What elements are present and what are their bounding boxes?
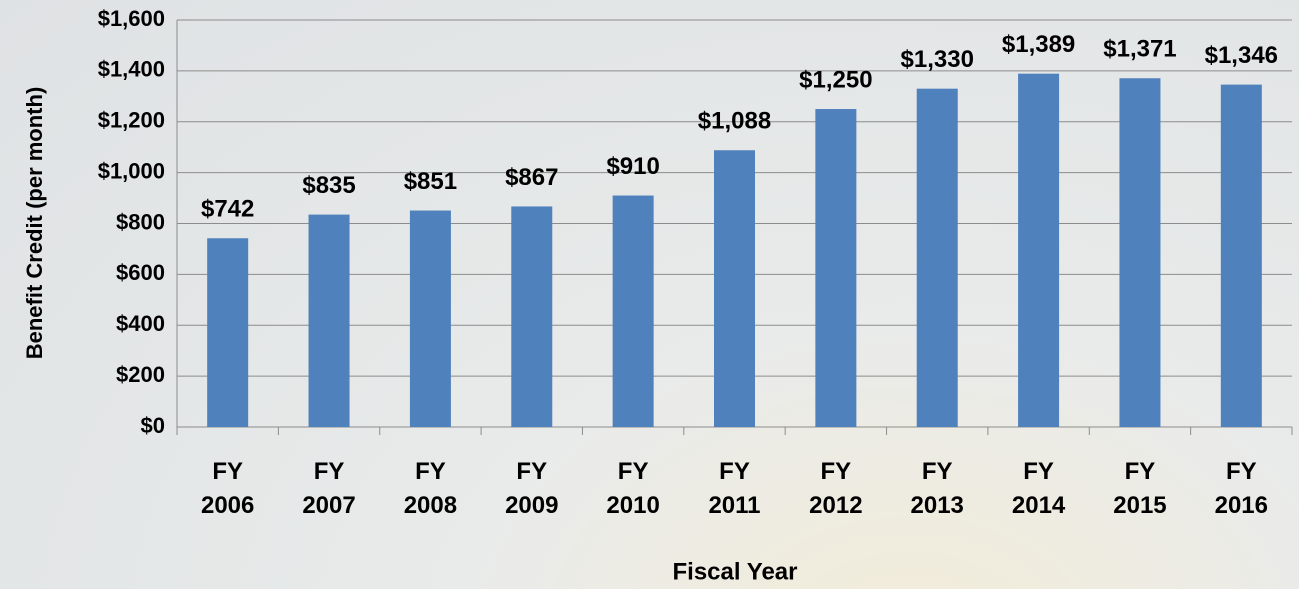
value-label: $1,371 xyxy=(1103,36,1176,63)
x-tick-label: FY 2012 xyxy=(809,458,863,519)
value-label: $1,330 xyxy=(901,46,974,73)
y-tick-label: $1,600 xyxy=(98,6,165,31)
x-tick-label: FY 2007 xyxy=(302,458,356,519)
bar xyxy=(1220,84,1262,427)
x-tick-label: FY 2008 xyxy=(403,458,458,519)
y-tick-label: $0 xyxy=(141,413,165,438)
y-axis-title: Benefit Credit (per month) xyxy=(22,87,47,360)
y-tick-label: $600 xyxy=(116,260,165,285)
bar xyxy=(612,195,654,427)
value-label: $742 xyxy=(201,196,254,223)
x-tick-label: FY 2013 xyxy=(910,458,964,519)
y-tick-label: $800 xyxy=(116,209,165,234)
bar xyxy=(1018,73,1060,427)
value-label: $1,389 xyxy=(1002,31,1075,58)
y-tick-label: $1,200 xyxy=(98,108,165,133)
bar xyxy=(1119,78,1161,427)
bar xyxy=(308,214,350,427)
y-tick-label: $400 xyxy=(116,311,165,336)
bar xyxy=(916,88,958,428)
value-label: $910 xyxy=(606,153,659,180)
bar xyxy=(207,238,249,427)
x-tick-label: FY 2014 xyxy=(1011,458,1066,519)
bar xyxy=(511,206,553,427)
x-tick-label: FY 2009 xyxy=(505,458,559,519)
x-axis-title: Fiscal Year xyxy=(673,558,798,585)
value-label: $1,346 xyxy=(1205,42,1278,69)
y-tick-label: $200 xyxy=(116,362,165,387)
y-tick-label: $1,400 xyxy=(98,57,165,82)
bar xyxy=(409,210,451,427)
bar xyxy=(815,109,857,427)
x-tick-label: FY 2011 xyxy=(708,458,761,519)
x-tick-label: FY 2015 xyxy=(1113,458,1167,519)
y-tick-label: $1,000 xyxy=(98,158,165,183)
value-label: $835 xyxy=(302,172,355,199)
bar xyxy=(714,150,755,428)
x-tick-label: FY 2010 xyxy=(606,458,660,519)
value-label: $1,088 xyxy=(698,108,771,135)
value-label: $867 xyxy=(505,164,558,191)
value-label: $1,250 xyxy=(799,66,872,93)
x-tick-label: FY 2016 xyxy=(1214,458,1268,519)
value-label: $851 xyxy=(404,168,457,195)
x-tick-label: FY 2006 xyxy=(200,458,255,519)
